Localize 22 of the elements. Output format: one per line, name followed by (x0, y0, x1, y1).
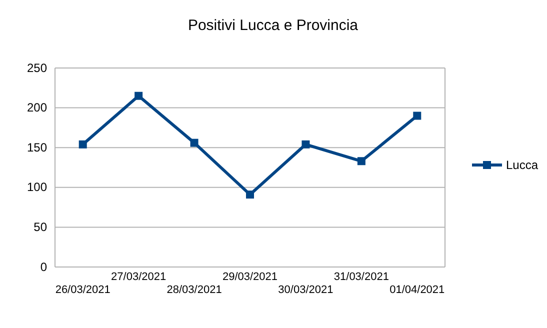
x-tick-label: 29/03/2021 (222, 270, 278, 283)
y-tick-label: 150 (26, 140, 48, 154)
x-tick-label: 28/03/2021 (166, 284, 222, 296)
point (413, 112, 422, 120)
point (134, 92, 143, 100)
point (246, 190, 254, 199)
y-tick-label: 0 (40, 260, 48, 274)
chart-title: Positivi Lucca e Provincia (188, 17, 359, 34)
x-tick-label: 27/03/2021 (111, 270, 166, 283)
y-tick-label: 100 (26, 180, 48, 194)
point (78, 140, 87, 148)
point (357, 157, 366, 166)
y-tick-label: 200 (26, 100, 48, 115)
x-tick-label: 26/03/2021 (55, 284, 110, 296)
y-tick-label: 50 (34, 220, 48, 234)
x-tick-label: 30/03/2021 (278, 284, 334, 296)
x-tick-label: 01/04/2021 (390, 284, 445, 296)
point (190, 138, 198, 147)
point (302, 140, 310, 148)
y-tick-label: 250 (26, 60, 48, 75)
legend-label: Lucca (506, 158, 538, 172)
x-tick-label: 31/03/2021 (334, 270, 389, 283)
